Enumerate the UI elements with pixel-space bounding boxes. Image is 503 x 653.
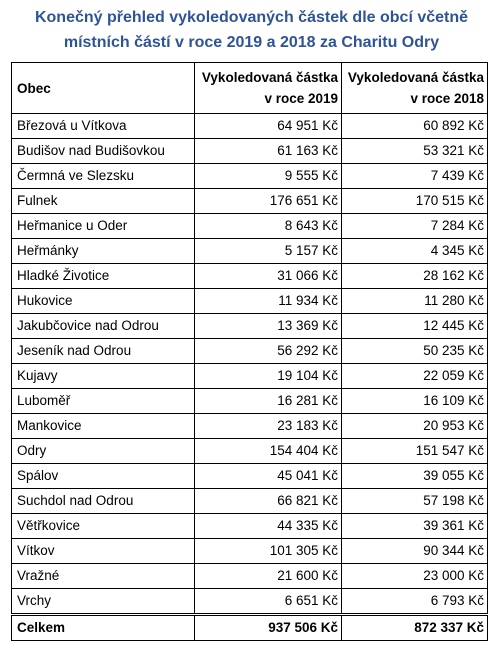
table-row: Mankovice 23 183 Kč 20 953 Kč [11,413,488,439]
cell-obec: Heřmánky [11,238,195,264]
cell-2018: 151 547 Kč [341,438,488,464]
table-row: Vražné 21 600 Kč 23 000 Kč [11,563,488,589]
cell-obec: Jeseník nad Odrou [11,338,195,364]
cell-2019: 19 104 Kč [194,363,342,389]
cell-2019: 9 555 Kč [194,163,342,189]
table-row: Jakubčovice nad Odrou 13 369 Kč 12 445 Kč [11,313,488,339]
cell-obec: Větřkovice [11,513,195,539]
cell-2018: 22 059 Kč [341,363,488,389]
table-row: Hladké Životice 31 066 Kč 28 162 Kč [11,263,488,289]
cell-2019: 6 651 Kč [194,588,342,615]
cell-obec: Hladké Životice [11,263,195,289]
header-2018-line1: Vykoledovaná částka [347,70,484,85]
cell-obec: Luboměř [11,388,195,414]
total-2019: 937 506 Kč [194,613,342,641]
cell-2019: 45 041 Kč [194,463,342,489]
cell-obec: Spálov [11,463,195,489]
cell-2019: 23 183 Kč [194,413,342,439]
cell-obec: Budišov nad Budišovkou [11,138,195,164]
cell-2018: 23 000 Kč [341,563,488,589]
cell-2018: 4 345 Kč [341,238,488,264]
cell-obec: Odry [11,438,195,464]
table-row: Březová u Vítkova 64 951 Kč 60 892 Kč [11,113,488,139]
cell-2018: 11 280 Kč [341,288,488,314]
cell-2018: 16 109 Kč [341,388,488,414]
cell-2018: 50 235 Kč [341,338,488,364]
cell-2019: 16 281 Kč [194,388,342,414]
table-row: Vrchy 6 651 Kč 6 793 Kč [11,588,488,615]
cell-2019: 66 821 Kč [194,488,342,514]
cell-obec: Jakubčovice nad Odrou [11,313,195,339]
total-label: Celkem [11,613,195,641]
cell-obec: Fulnek [11,188,195,214]
cell-2018: 7 284 Kč [341,213,488,239]
title-line-2: místních částí v roce 2019 a 2018 za Cha… [63,34,440,51]
table-row: Budišov nad Budišovkou 61 163 Kč 53 321 Kč [11,138,488,164]
cell-2019: 13 369 Kč [194,313,342,339]
table-row: Luboměř 16 281 Kč 16 109 Kč [11,388,488,414]
table-row: Větřkovice 44 335 Kč 39 361 Kč [11,513,488,539]
table-row: Vítkov 101 305 Kč 90 344 Kč [11,538,488,564]
cell-2018: 39 361 Kč [341,513,488,539]
cell-2019: 56 292 Kč [194,338,342,364]
total-2018: 872 337 Kč [341,613,488,641]
cell-2018: 28 162 Kč [341,263,488,289]
cell-2019: 31 066 Kč [194,263,342,289]
cell-obec: Čermná ve Slezsku [11,163,195,189]
cell-obec: Mankovice [11,413,195,439]
header-2018: Vykoledovaná částka v roce 2018 [341,62,488,114]
cell-2019: 8 643 Kč [194,213,342,239]
table-row: Suchdol nad Odrou 66 821 Kč 57 198 Kč [11,488,488,514]
table-header-row: Obec Vykoledovaná částka v roce 2019 Vyk… [11,62,488,114]
table-row: Fulnek 176 651 Kč 170 515 Kč [11,188,488,214]
cell-obec: Vražné [11,563,195,589]
cell-2018: 90 344 Kč [341,538,488,564]
collection-table: Obec Vykoledovaná částka v roce 2019 Vyk… [11,62,488,641]
cell-2019: 44 335 Kč [194,513,342,539]
table-row: Odry 154 404 Kč 151 547 Kč [11,438,488,464]
cell-2018: 53 321 Kč [341,138,488,164]
cell-obec: Heřmanice u Oder [11,213,195,239]
header-2019: Vykoledovaná částka v roce 2019 [194,62,342,114]
cell-obec: Suchdol nad Odrou [11,488,195,514]
table-row: Heřmánky 5 157 Kč 4 345 Kč [11,238,488,264]
table-total-row: Celkem 937 506 Kč 872 337 Kč [11,613,488,641]
cell-2018: 20 953 Kč [341,413,488,439]
cell-2019: 21 600 Kč [194,563,342,589]
header-2019-line2: v roce 2019 [264,91,338,106]
cell-2019: 11 934 Kč [194,288,342,314]
cell-2018: 60 892 Kč [341,113,488,139]
cell-2018: 57 198 Kč [341,488,488,514]
cell-obec: Vítkov [11,538,195,564]
cell-obec: Vrchy [11,588,195,615]
cell-obec: Kujavy [11,363,195,389]
cell-2019: 5 157 Kč [194,238,342,264]
header-obec: Obec [11,62,195,114]
cell-obec: Hukovice [11,288,195,314]
cell-obec: Březová u Vítkova [11,113,195,139]
cell-2018: 170 515 Kč [341,188,488,214]
cell-2019: 101 305 Kč [194,538,342,564]
header-2018-line2: v roce 2018 [410,91,484,106]
table-row: Jeseník nad Odrou 56 292 Kč 50 235 Kč [11,338,488,364]
document-title: Konečný přehled vykoledovaných částek dl… [0,5,503,55]
cell-2019: 176 651 Kč [194,188,342,214]
table-row: Heřmanice u Oder 8 643 Kč 7 284 Kč [11,213,488,239]
table-row: Hukovice 11 934 Kč 11 280 Kč [11,288,488,314]
cell-2018: 39 055 Kč [341,463,488,489]
cell-2018: 12 445 Kč [341,313,488,339]
cell-2018: 6 793 Kč [341,588,488,615]
cell-2018: 7 439 Kč [341,163,488,189]
header-2019-line1: Vykoledovaná částka [201,70,338,85]
table-row: Kujavy 19 104 Kč 22 059 Kč [11,363,488,389]
table-row: Spálov 45 041 Kč 39 055 Kč [11,463,488,489]
table-row: Čermná ve Slezsku 9 555 Kč 7 439 Kč [11,163,488,189]
cell-2019: 154 404 Kč [194,438,342,464]
title-line-1: Konečný přehled vykoledovaných částek dl… [34,9,469,26]
cell-2019: 61 163 Kč [194,138,342,164]
cell-2019: 64 951 Kč [194,113,342,139]
